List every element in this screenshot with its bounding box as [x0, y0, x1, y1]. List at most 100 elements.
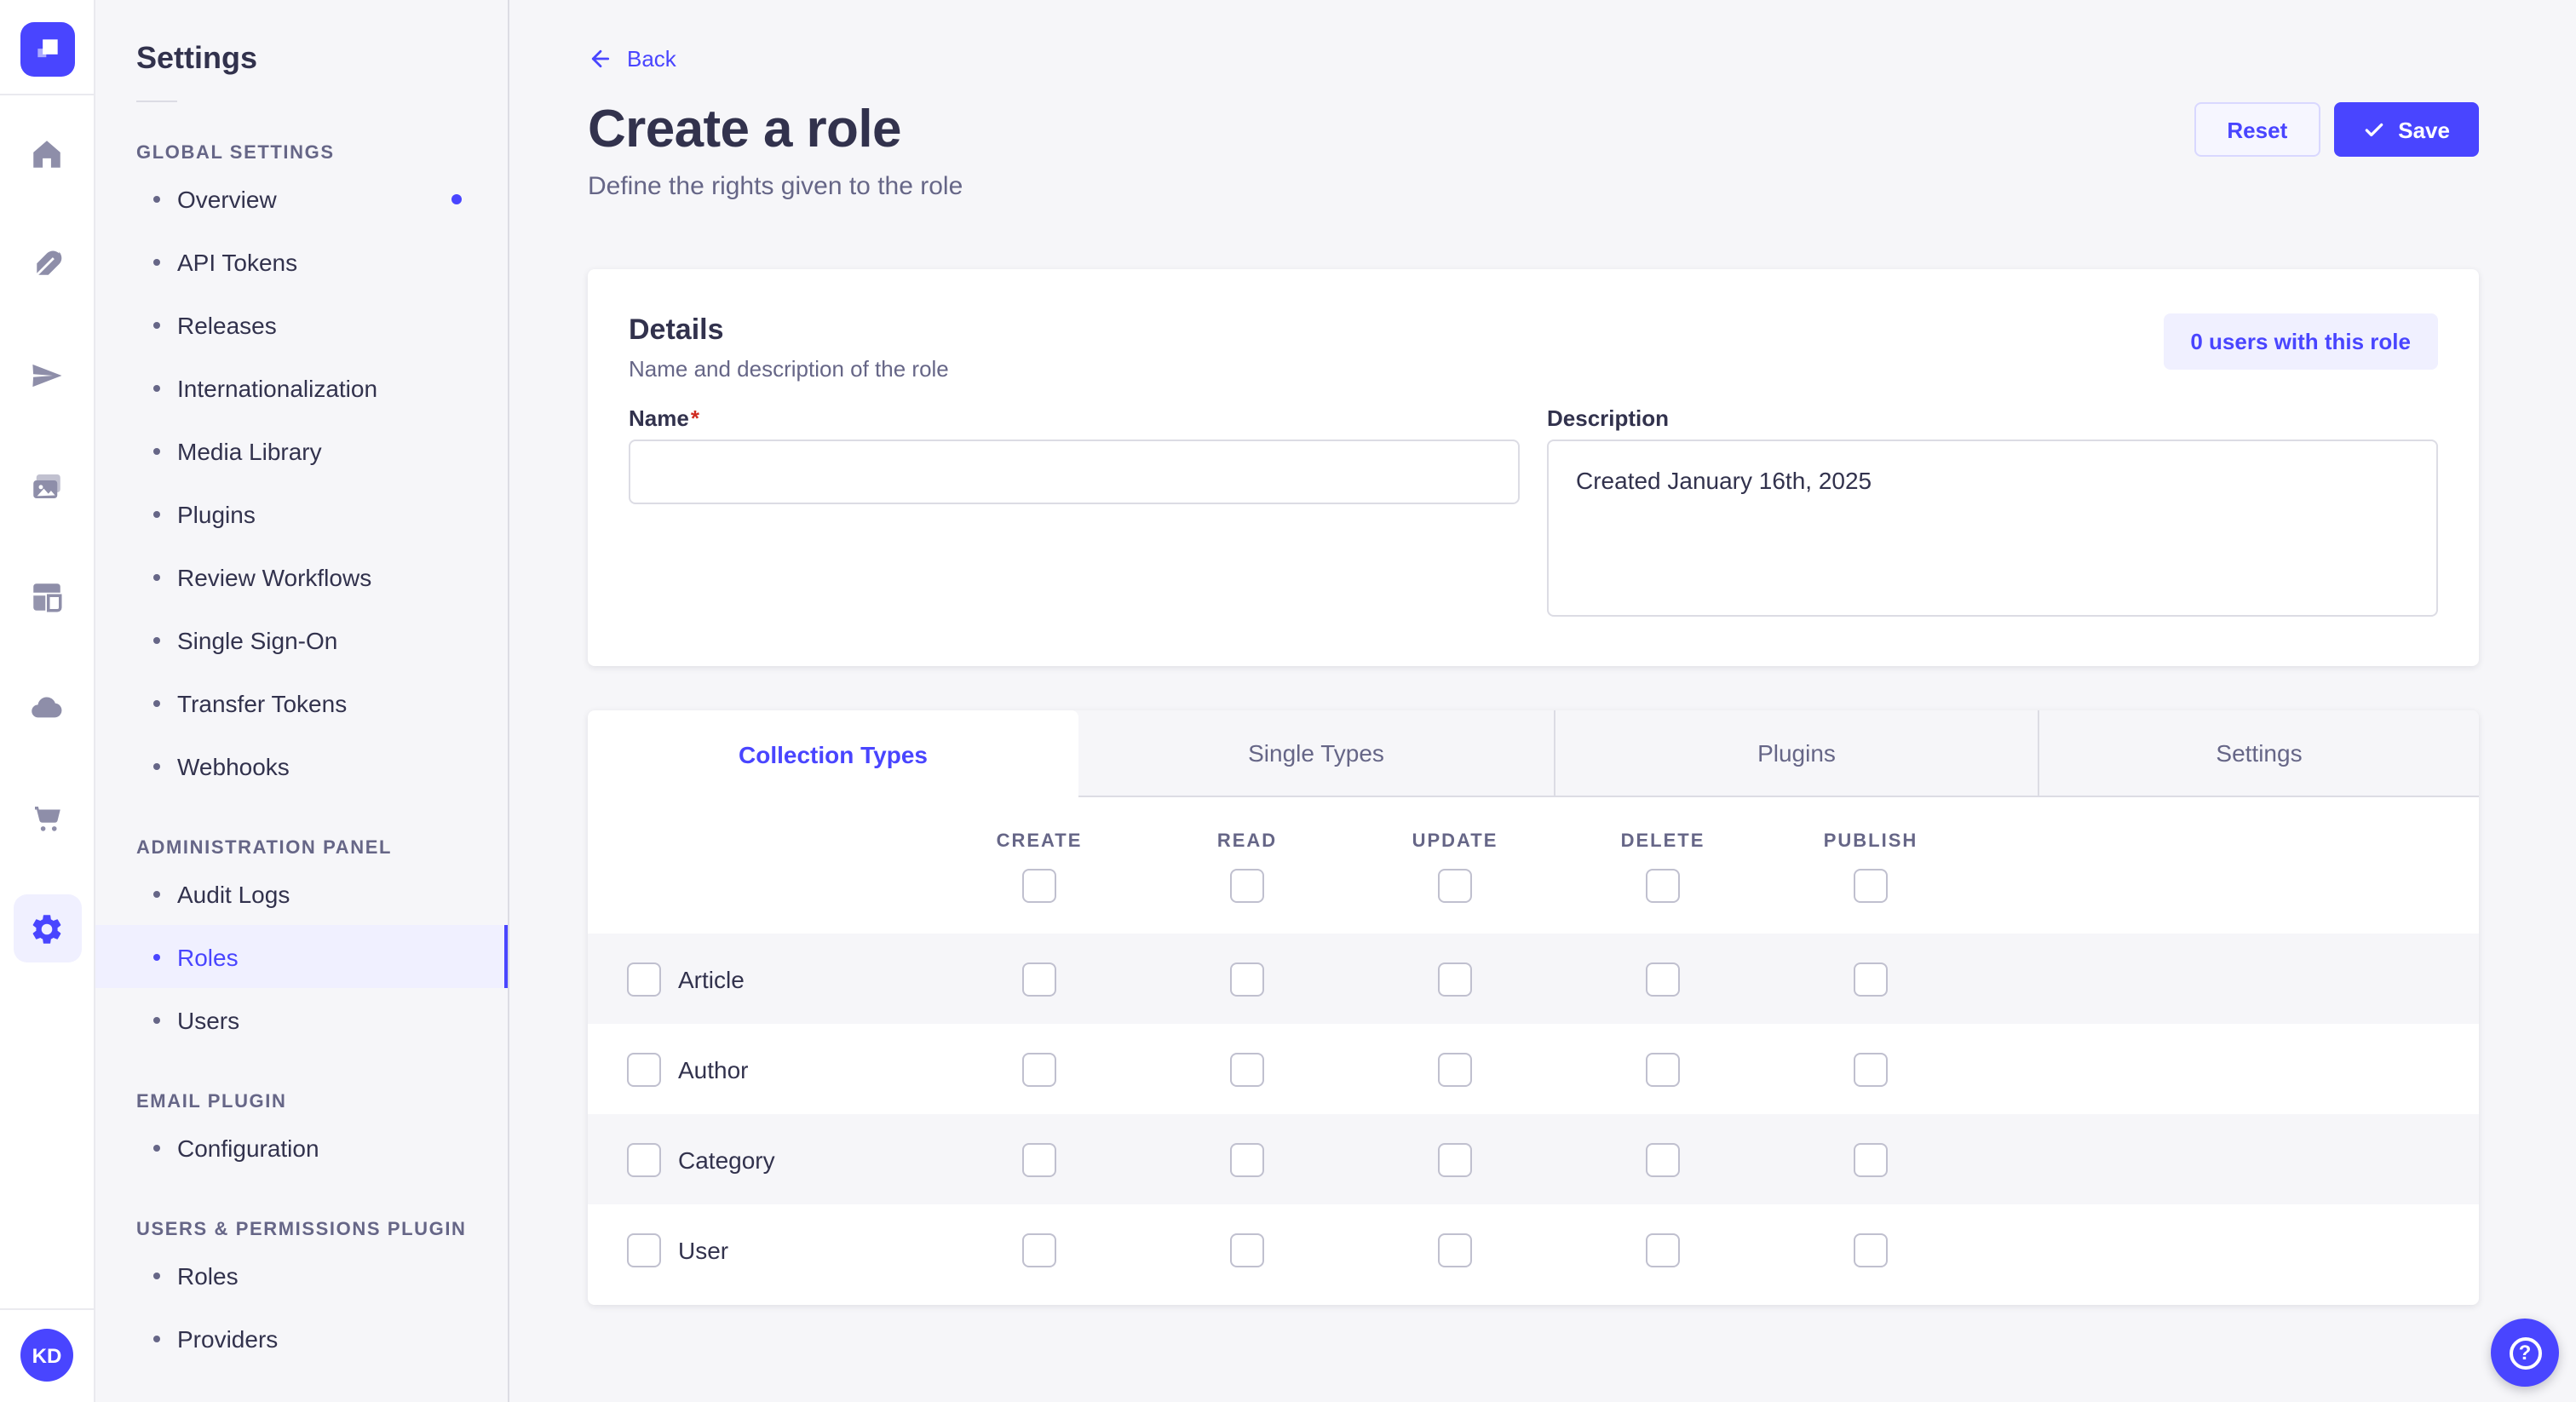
sidebar-item-releases[interactable]: Releases — [95, 293, 508, 356]
sidebar-item-providers[interactable]: Providers — [95, 1307, 508, 1370]
row-label: User — [678, 1236, 729, 1263]
users-with-role-button[interactable]: 0 users with this role — [2163, 313, 2438, 370]
section-administration-panel: ADMINISTRATION PANEL Audit Logs Roles Us… — [95, 828, 508, 1051]
tab-single-types[interactable]: Single Types — [1078, 710, 1554, 797]
question-mark-icon: ? — [2509, 1336, 2541, 1369]
bullet-icon — [153, 1335, 160, 1342]
rail-divider — [0, 1308, 94, 1310]
row-select-author-checkbox[interactable] — [627, 1052, 661, 1086]
row-select-category-checkbox[interactable] — [627, 1142, 661, 1176]
sidebar-item-review-workflows[interactable]: Review Workflows — [95, 545, 508, 608]
perm-article-update-checkbox[interactable] — [1438, 962, 1472, 996]
gear-icon[interactable] — [13, 894, 81, 962]
perm-user-read-checkbox[interactable] — [1230, 1232, 1264, 1267]
home-icon[interactable] — [13, 119, 81, 187]
perm-author-publish-checkbox[interactable] — [1854, 1052, 1888, 1086]
sidebar-item-label: Single Sign-On — [177, 626, 338, 653]
sidebar-item-overview[interactable]: Overview — [95, 167, 508, 230]
sidebar-item-label: Audit Logs — [177, 880, 290, 907]
perm-author-read-checkbox[interactable] — [1230, 1052, 1264, 1086]
perm-category-update-checkbox[interactable] — [1438, 1142, 1472, 1176]
main-content: Back Create a role Reset Save Define the… — [509, 0, 2576, 1402]
select-all-read-checkbox[interactable] — [1230, 869, 1264, 903]
select-all-create-checkbox[interactable] — [1022, 869, 1056, 903]
header-actions: Reset Save — [2194, 102, 2479, 157]
layout-icon[interactable] — [13, 562, 81, 630]
sidebar-item-label: Media Library — [177, 437, 322, 464]
section-global-settings: GLOBAL SETTINGS Overview API Tokens Rele… — [95, 133, 508, 797]
section-users-permissions-plugin: USERS & PERMISSIONS PLUGIN Roles Provide… — [95, 1210, 508, 1370]
paper-plane-icon[interactable] — [13, 341, 81, 409]
save-label: Save — [2398, 117, 2450, 142]
save-button[interactable]: Save — [2333, 102, 2479, 157]
select-all-update-checkbox[interactable] — [1438, 869, 1472, 903]
sidebar-item-plugins[interactable]: Plugins — [95, 482, 508, 545]
perm-article-publish-checkbox[interactable] — [1854, 962, 1888, 996]
bullet-icon — [153, 1016, 160, 1023]
sidebar-item-single-sign-on[interactable]: Single Sign-On — [95, 608, 508, 671]
tab-settings[interactable]: Settings — [2038, 710, 2479, 797]
description-textarea[interactable]: Created January 16th, 2025 — [1547, 440, 2438, 617]
reset-button[interactable]: Reset — [2194, 102, 2320, 157]
bullet-icon — [153, 953, 160, 960]
perm-article-read-checkbox[interactable] — [1230, 962, 1264, 996]
bullet-icon — [153, 510, 160, 517]
page-title: Create a role — [588, 99, 901, 158]
tab-plugins[interactable]: Plugins — [1554, 710, 2038, 797]
select-all-publish-checkbox[interactable] — [1854, 869, 1888, 903]
perm-user-delete-checkbox[interactable] — [1646, 1232, 1680, 1267]
sidebar-item-label: Internationalization — [177, 374, 378, 401]
bullet-icon — [153, 258, 160, 265]
back-link[interactable]: Back — [588, 46, 676, 72]
sidebar-item-internationalization[interactable]: Internationalization — [95, 356, 508, 419]
column-header-create: CREATE — [996, 831, 1083, 852]
arrow-left-icon — [591, 49, 610, 68]
sidebar-item-label: Users — [177, 1006, 240, 1033]
sidebar-item-transfer-tokens[interactable]: Transfer Tokens — [95, 671, 508, 734]
perm-user-publish-checkbox[interactable] — [1854, 1232, 1888, 1267]
row-select-user-checkbox[interactable] — [627, 1232, 661, 1267]
bullet-icon — [153, 384, 160, 391]
sidebar-rule — [136, 101, 177, 102]
sidebar-item-roles-up[interactable]: Roles — [95, 1244, 508, 1307]
sidebar-item-webhooks[interactable]: Webhooks — [95, 734, 508, 797]
details-subtitle: Name and description of the role — [629, 356, 949, 382]
sidebar-item-users[interactable]: Users — [95, 988, 508, 1051]
select-all-delete-checkbox[interactable] — [1646, 869, 1680, 903]
perm-user-create-checkbox[interactable] — [1022, 1232, 1056, 1267]
strapi-logo[interactable] — [20, 22, 74, 77]
perm-author-create-checkbox[interactable] — [1022, 1052, 1056, 1086]
sidebar-item-label: Plugins — [177, 500, 256, 527]
sidebar-item-media-library[interactable]: Media Library — [95, 419, 508, 482]
row-label: Category — [678, 1146, 775, 1173]
perm-category-create-checkbox[interactable] — [1022, 1142, 1056, 1176]
perm-category-read-checkbox[interactable] — [1230, 1142, 1264, 1176]
details-card: Details Name and description of the role… — [588, 269, 2479, 666]
sidebar-item-roles-admin[interactable]: Roles — [95, 925, 508, 988]
media-library-icon[interactable] — [13, 451, 81, 520]
name-input[interactable] — [629, 440, 1520, 504]
details-heading-block: Details Name and description of the role — [629, 313, 949, 382]
sidebar-item-audit-logs[interactable]: Audit Logs — [95, 862, 508, 925]
cloud-icon[interactable] — [13, 673, 81, 741]
sidebar-item-api-tokens[interactable]: API Tokens — [95, 230, 508, 293]
cart-icon[interactable] — [13, 784, 81, 852]
perm-category-publish-checkbox[interactable] — [1854, 1142, 1888, 1176]
avatar[interactable]: KD — [20, 1329, 73, 1382]
perm-author-delete-checkbox[interactable] — [1646, 1052, 1680, 1086]
perm-article-delete-checkbox[interactable] — [1646, 962, 1680, 996]
row-select-article-checkbox[interactable] — [627, 962, 661, 996]
tab-collection-types[interactable]: Collection Types — [588, 710, 1078, 797]
required-asterisk: * — [690, 405, 699, 431]
table-row-user: User — [588, 1204, 2479, 1295]
sidebar-item-configuration[interactable]: Configuration — [95, 1116, 508, 1179]
perm-category-delete-checkbox[interactable] — [1646, 1142, 1680, 1176]
feather-icon[interactable] — [13, 230, 81, 298]
perm-article-create-checkbox[interactable] — [1022, 962, 1056, 996]
help-button[interactable]: ? — [2491, 1319, 2559, 1387]
perm-user-update-checkbox[interactable] — [1438, 1232, 1472, 1267]
column-header-update: UPDATE — [1412, 831, 1498, 852]
perm-author-update-checkbox[interactable] — [1438, 1052, 1472, 1086]
sidebar-item-label: Providers — [177, 1324, 279, 1352]
select-all-row — [588, 869, 2479, 934]
